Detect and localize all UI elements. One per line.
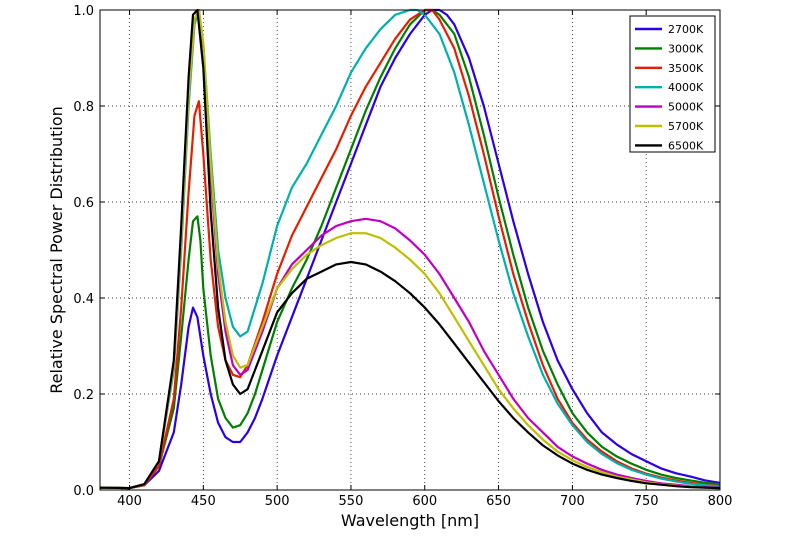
legend-box xyxy=(629,15,716,153)
y-tick-label: 0.8 xyxy=(73,100,94,115)
x-tick-label: 500 xyxy=(265,494,290,509)
legend-label: 3000K xyxy=(668,42,704,55)
legend-label: 2700K xyxy=(668,23,704,36)
x-tick-label: 800 xyxy=(708,494,733,509)
legend-label: 5000K xyxy=(668,101,704,114)
series-line-3500K xyxy=(99,8,721,490)
series-line-3000K xyxy=(99,8,721,490)
x-tick-label: 400 xyxy=(117,494,142,509)
ticks xyxy=(100,9,721,491)
legend-label: 3500K xyxy=(668,62,704,75)
series-line-6500K xyxy=(99,8,721,490)
y-tick-label: 0.0 xyxy=(73,484,94,499)
x-tick-label: 450 xyxy=(191,494,216,509)
series-line-2700K xyxy=(99,8,721,490)
plot-frame xyxy=(99,9,721,491)
legend: 2700K 3000K 3500K 4000K 5000K 5700K 6500K xyxy=(629,15,716,153)
x-tick-label: 700 xyxy=(560,494,585,509)
y-tick-label: 0.6 xyxy=(73,196,94,211)
tick-labels: 400 450 500 550 600 650 700 750 800 0.0 0.2 0.4 0.6 0… xyxy=(73,4,732,509)
legend-label: 5700K xyxy=(668,120,704,133)
x-tick-label: 550 xyxy=(339,494,364,509)
y-tick-label: 0.4 xyxy=(73,292,94,307)
legend-label: 6500K xyxy=(668,139,704,152)
y-tick-label: 0.2 xyxy=(73,388,94,403)
x-tick-label: 600 xyxy=(412,494,437,509)
x-tick-label: 650 xyxy=(486,494,511,509)
plot-lines xyxy=(99,8,721,490)
y-tick-label: 1.0 xyxy=(73,4,94,19)
y-axis-label: Relative Spectral Power Distribution xyxy=(47,106,66,394)
legend-label: 4000K xyxy=(668,81,704,94)
x-tick-label: 750 xyxy=(634,494,659,509)
x-axis-label: Wavelength [nm] xyxy=(341,511,479,530)
